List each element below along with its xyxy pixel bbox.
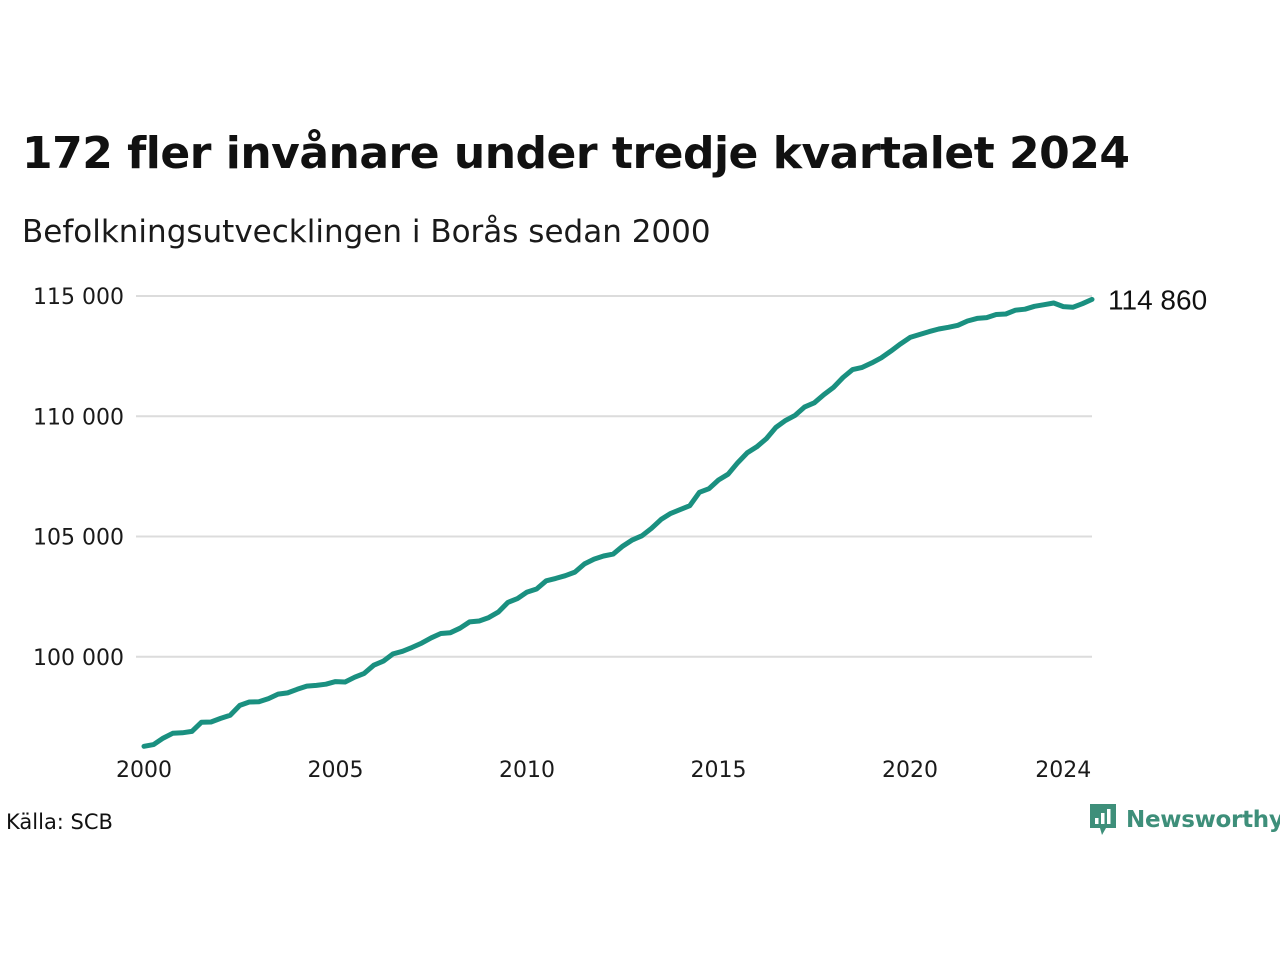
bar-chart-speech-bubble-icon bbox=[1090, 804, 1116, 835]
x-tick-label: 2000 bbox=[116, 758, 172, 783]
y-axis-ticks: 100 000 105 000 110 000 115 000 bbox=[33, 285, 124, 671]
y-tick-label: 115 000 bbox=[33, 285, 124, 310]
y-tick-label: 100 000 bbox=[33, 646, 124, 671]
chart-title: 172 fler invånare under tredje kvartalet… bbox=[22, 128, 1130, 179]
x-tick-label: 2015 bbox=[691, 758, 747, 783]
annotations: 114 860 bbox=[1108, 284, 1207, 315]
brand-logo: Newsworthy bbox=[1088, 802, 1280, 838]
chart-subtitle: Befolkningsutvecklingen i Borås sedan 20… bbox=[22, 214, 711, 250]
x-tick-label: 2010 bbox=[499, 758, 555, 783]
x-tick-label: 2005 bbox=[308, 758, 364, 783]
gridlines bbox=[136, 295, 1092, 658]
end-value-label: 114 860 bbox=[1108, 284, 1207, 315]
y-tick-label: 105 000 bbox=[33, 526, 124, 551]
source-note: Källa: SCB bbox=[6, 810, 113, 834]
y-tick-label: 110 000 bbox=[33, 405, 124, 430]
x-axis-ticks: 2000 2005 2010 2015 2020 2024 bbox=[116, 758, 1091, 783]
x-tick-label: 2024 bbox=[1035, 758, 1091, 783]
series-group bbox=[141, 296, 1095, 749]
brand-name: Newsworthy bbox=[1126, 807, 1280, 833]
x-tick-label: 2020 bbox=[882, 758, 938, 783]
series-line bbox=[141, 296, 1095, 749]
